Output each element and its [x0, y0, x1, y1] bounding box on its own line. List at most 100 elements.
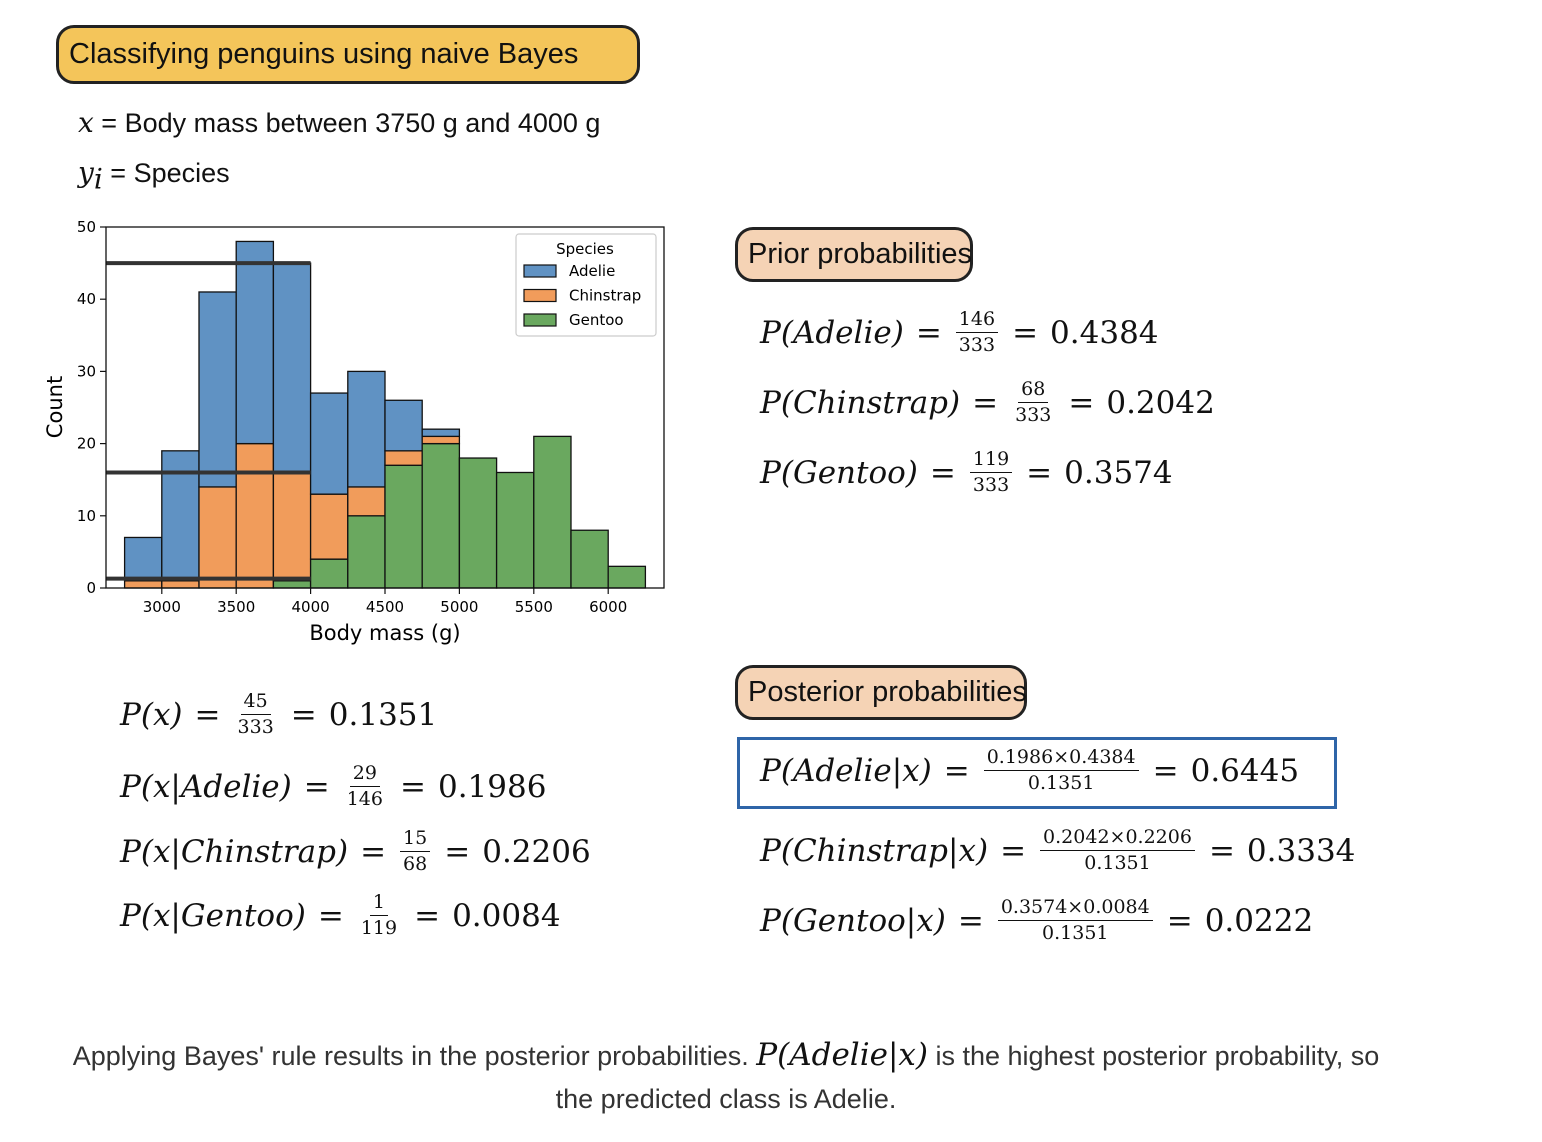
page-title-text: Classifying penguins using naive Bayes: [69, 38, 579, 70]
legend-swatch-gentoo: [523, 313, 557, 327]
bar-gentoo-3750: [272, 580, 312, 589]
y-tick-label: 40: [77, 290, 96, 308]
likelihood-result: 0.0084: [452, 897, 561, 934]
fraction-denominator: 333: [958, 334, 996, 356]
prior-fraction: 119 333: [969, 450, 1013, 496]
fraction-denominator: 119: [360, 917, 398, 939]
legend-frame: [515, 233, 657, 337]
caption-before: Applying Bayes' rule results in the post…: [72, 1041, 757, 1071]
bar-gentoo-5000: [458, 457, 498, 589]
fraction-denominator: 0.1351: [1084, 852, 1151, 874]
fraction-numerator: 146: [955, 310, 999, 333]
prior-fraction: 68 333: [1012, 380, 1054, 425]
bar-adelie-2750: [123, 536, 163, 582]
likelihood-lhs: P(x|Adelie): [120, 768, 292, 805]
bar-chinstrap-2750: [123, 580, 163, 589]
bar-gentoo-4750: [421, 442, 461, 589]
y-tick-label: 50: [77, 218, 96, 236]
x-tick-label: 5500: [515, 598, 553, 616]
bar-gentoo-5500: [533, 435, 572, 589]
caption-math: P(Adelie|x): [756, 1037, 928, 1073]
bar-adelie-4750: [421, 428, 461, 438]
prior-lhs: P(Gentoo): [760, 454, 918, 491]
x-definition-text: = Body mass between 3750 g and 4000 g: [93, 108, 601, 138]
likelihood-eq-gentoo: P(x|Gentoo) = 1 119 = 0.0084: [120, 891, 561, 939]
prior-fraction: 146 333: [955, 310, 999, 356]
likelihood-lhs: P(x|Chinstrap): [120, 833, 349, 870]
likelihood-fraction: 1 119: [358, 893, 400, 938]
legend-swatch-chinstrap: [523, 288, 557, 303]
bar-adelie-4000: [309, 392, 349, 495]
bar-adelie-4250: [347, 370, 386, 488]
legend-label-adelie: Adelie: [569, 262, 615, 280]
bar-gentoo-4500: [384, 464, 423, 589]
x-tick-label: 3500: [217, 598, 255, 616]
likelihood-result: 0.1351: [328, 696, 438, 733]
posterior-eq-chinstrap: P(Chinstrap|x) = 0.2042×0.2206 0.1351 = 0.3…: [760, 826, 1356, 874]
prior-result: 0.2042: [1106, 384, 1215, 421]
fraction-denominator: 333: [972, 474, 1010, 496]
fraction-numerator: 1: [369, 893, 388, 916]
likelihood-fraction: 29 146: [344, 764, 386, 809]
posterior-lhs: P(Gentoo|x): [760, 902, 946, 939]
fraction-denominator: 0.1351: [1027, 772, 1095, 794]
bar-gentoo-5250: [495, 471, 535, 589]
bar-chinstrap-3750: [272, 471, 312, 582]
conclusion-caption: Applying Bayes' rule results in the post…: [60, 1034, 1392, 1121]
bar-gentoo-4250: [347, 515, 386, 589]
x-tick-label: 4000: [292, 598, 330, 616]
bar-chinstrap-4000: [309, 493, 349, 560]
bars-layer: [123, 240, 647, 589]
posterior-result: 0.0222: [1204, 902, 1314, 939]
bar-adelie-3250: [198, 291, 237, 488]
posterior-fraction: 0.3574×0.0084 0.1351: [997, 898, 1153, 944]
prior-result: 0.4384: [1050, 314, 1159, 351]
y-symbol: y: [78, 156, 94, 189]
posterior-eq-gentoo: P(Gentoo|x) = 0.3574×0.0084 0.1351 = 0.0222: [760, 896, 1314, 944]
fraction-denominator: 333: [1015, 404, 1052, 426]
bar-gentoo-6000: [607, 565, 647, 589]
x-symbol: x: [78, 106, 94, 139]
fraction-denominator: 333: [237, 716, 274, 738]
y-tick-label: 20: [77, 435, 96, 453]
bar-chinstrap-4250: [347, 486, 386, 517]
caption-after: is the highest posterior probability, so…: [555, 1041, 1380, 1114]
posterior-lhs: P(Chinstrap|x): [760, 832, 989, 869]
fraction-numerator: 68: [1018, 380, 1049, 403]
fraction-numerator: 0.3574×0.0084: [997, 898, 1153, 921]
posterior-result: 0.6445: [1190, 752, 1300, 789]
likelihood-eq-chinstrap: P(x|Chinstrap) = 15 68 = 0.2206: [120, 827, 591, 875]
posterior-section-label: Posterior probabilities: [735, 665, 1027, 720]
legend-swatch-adelie: [523, 264, 557, 278]
fraction-denominator: 0.1351: [1042, 922, 1109, 944]
bar-chinstrap-3500: [235, 442, 275, 589]
y-ticks: 0 10 20 30 40 50: [77, 218, 106, 597]
likelihood-fraction: 45 333: [235, 692, 277, 737]
legend-title: Species: [556, 240, 614, 258]
prior-result: 0.3574: [1064, 454, 1173, 491]
posterior-fraction: 0.1986×0.4384 0.1351: [983, 748, 1139, 794]
prior-lhs: P(Chinstrap): [760, 384, 961, 421]
prior-lhs: P(Adelie): [760, 314, 904, 351]
bar-chinstrap-4500: [384, 450, 423, 466]
likelihood-result: 0.2206: [482, 833, 591, 870]
fraction-numerator: 119: [969, 450, 1013, 473]
fraction-numerator: 0.2042×0.2206: [1040, 828, 1195, 851]
bar-adelie-4500: [384, 399, 423, 452]
posterior-result: 0.3334: [1246, 832, 1356, 869]
bar-adelie-3750: [272, 262, 312, 474]
posterior-lhs: P(Adelie|x): [760, 752, 932, 789]
x-tick-label: 6000: [589, 598, 627, 616]
likelihood-eq-adelie: P(x|Adelie) = 29 146 = 0.1986: [120, 762, 547, 810]
x-tick-label: 4500: [366, 598, 404, 616]
y-subscript: i: [93, 162, 103, 196]
prior-eq-adelie: P(Adelie) = 146 333 = 0.4384: [760, 308, 1159, 356]
highlighted-result-box: [737, 737, 1337, 809]
fraction-denominator: 68: [403, 853, 428, 875]
fraction-numerator: 45: [240, 692, 271, 715]
bar-adelie-3000: [161, 450, 200, 582]
histogram-chart: 3000 3500 4000 4500 5000 5500 6000 0 10 20 30 40 50…: [43, 218, 665, 645]
definition-x: x = Body mass between 3750 g and 4000 g: [78, 106, 600, 139]
bar-chinstrap-3000: [161, 580, 200, 589]
prior-eq-gentoo: P(Gentoo) = 119 333 = 0.3574: [760, 448, 1173, 496]
